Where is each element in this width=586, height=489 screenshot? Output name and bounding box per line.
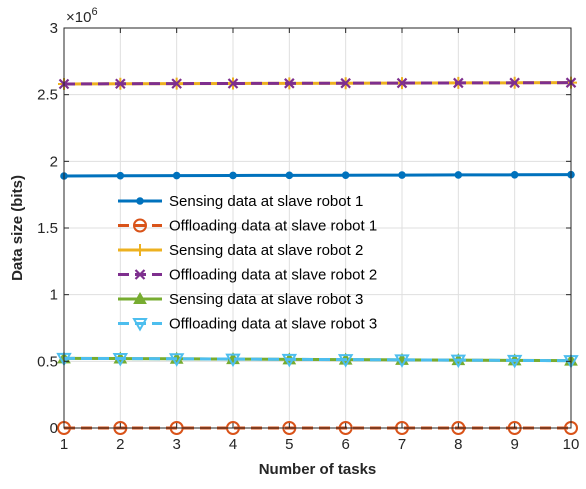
data-point-marker (396, 77, 408, 89)
data-point-marker (453, 77, 464, 89)
series-line (63, 81, 572, 86)
y-axis-multiplier: ×106 (66, 6, 98, 26)
legend-label: Offloading data at slave robot 1 (169, 218, 377, 235)
data-point-marker (281, 353, 298, 368)
x-tick-label: 3 (172, 436, 180, 453)
x-tick-label: 4 (229, 436, 237, 453)
x-tick-label: 8 (454, 436, 462, 453)
data-point-marker (112, 353, 129, 367)
x-tick-label: 9 (510, 436, 518, 453)
y-axis-label: Data size (bits) (9, 175, 26, 281)
x-tick-label: 6 (341, 436, 349, 453)
legend-label: Sensing data at slave robot 2 (169, 242, 363, 259)
legend-label: Sensing data at slave robot 1 (169, 193, 363, 210)
y-tick-label: 2.5 (37, 87, 58, 104)
data-point-marker (134, 244, 146, 256)
y-multiplier-exponent: 6 (91, 6, 97, 18)
data-point-marker (340, 77, 351, 89)
data-point-marker (116, 171, 125, 180)
data-point-marker (510, 171, 519, 179)
y-tick-label: 1 (50, 287, 58, 304)
data-point-marker (394, 354, 410, 368)
legend-entry: Offloading data at slave robot 2 (118, 267, 377, 284)
legend-entry: Sensing data at slave robot 1 (118, 193, 363, 210)
legend-entry: Offloading data at slave robot 1 (118, 218, 377, 235)
data-point-marker (506, 354, 523, 369)
series-line (63, 356, 572, 363)
y-tick-label: 0.5 (37, 353, 58, 370)
data-point-marker (509, 77, 520, 89)
data-point-marker (454, 171, 463, 179)
x-tick-label: 10 (563, 436, 580, 453)
data-point-marker (450, 354, 467, 369)
legend-label: Sensing data at slave robot 3 (169, 291, 363, 308)
data-point-marker (227, 78, 239, 89)
legend-label: Offloading data at slave robot 3 (169, 316, 377, 333)
data-point-marker (341, 171, 350, 179)
legend-label: Offloading data at slave robot 2 (169, 267, 377, 284)
x-axis-label: Number of tasks (259, 461, 377, 478)
axis-ticks: 1 2 3 4 5 6 7 8 9 10 0 0.5 1 1.5 2 2.5 3 (37, 20, 579, 453)
x-tick-label: 2 (116, 436, 124, 453)
data-point-marker (133, 291, 147, 304)
data-point-marker (133, 218, 147, 233)
legend: Sensing data at slave robot 1 Offloading … (118, 193, 377, 333)
data-point-marker (168, 353, 185, 367)
data-point-marker (284, 78, 295, 89)
y-multiplier-base: ×10 (66, 9, 91, 26)
series-line (63, 173, 572, 178)
y-tick-label: 0 (50, 420, 58, 437)
data-point-marker (171, 78, 182, 89)
x-tick-label: 7 (398, 436, 406, 453)
data-point-marker (225, 353, 241, 368)
data-point-marker (134, 269, 146, 280)
series-1 (60, 170, 575, 180)
series-group (56, 76, 579, 435)
legend-entry: Offloading data at slave robot 3 (118, 316, 377, 333)
data-point-marker (172, 171, 181, 180)
y-tick-label: 2 (50, 153, 58, 170)
legend-entry: Sensing data at slave robot 2 (118, 242, 363, 259)
data-point-marker (337, 354, 354, 368)
data-point-marker (115, 78, 126, 90)
data-point-marker (136, 197, 144, 205)
legend-entry: Sensing data at slave robot 3 (118, 291, 363, 308)
data-point-marker (229, 171, 237, 180)
data-point-marker (285, 171, 294, 180)
data-point-marker (132, 318, 148, 332)
y-tick-label: 1.5 (37, 220, 58, 237)
x-tick-label: 1 (60, 436, 68, 453)
y-tick-label: 3 (50, 20, 58, 37)
x-tick-label: 5 (285, 436, 293, 453)
data-point-marker (398, 171, 406, 179)
series-4 (58, 77, 577, 90)
